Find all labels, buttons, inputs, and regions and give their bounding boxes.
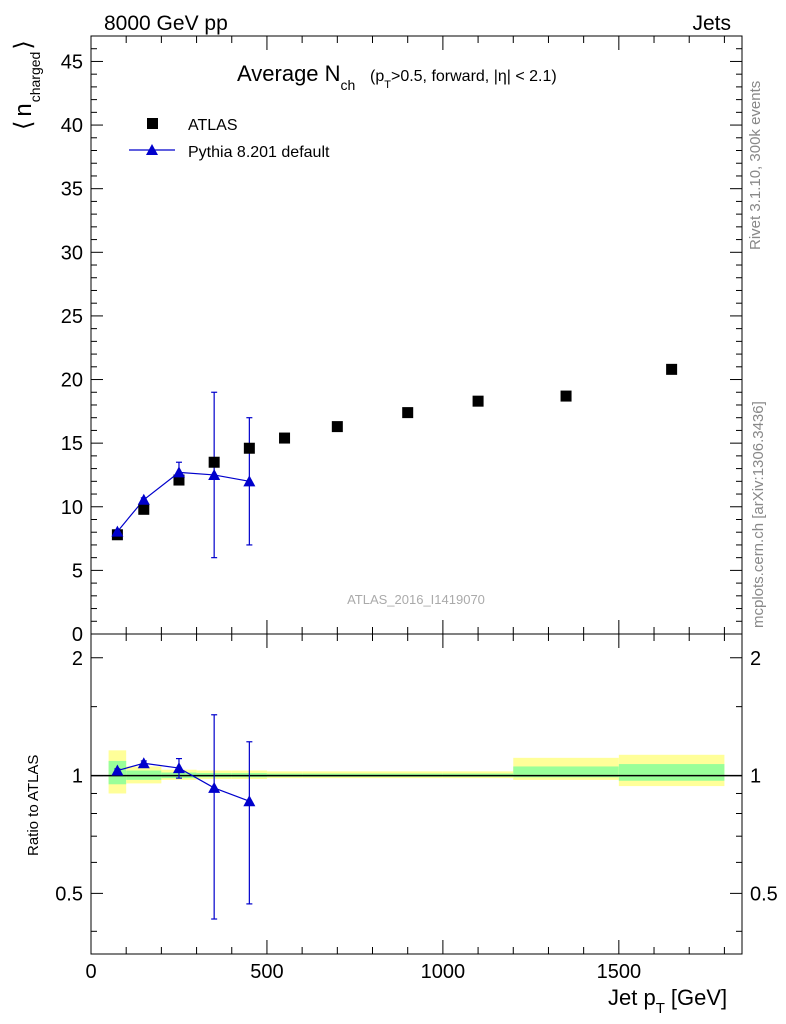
mcplots-label: mcplots.cern.ch [arXiv:1306.3436] xyxy=(750,401,767,628)
ratio-data-point xyxy=(111,764,124,776)
xlabel-unit: [GeV] xyxy=(671,985,727,1010)
legend-atlas-label: ATLAS xyxy=(188,117,238,134)
ylabel-bracket-left: ⟨ xyxy=(10,121,37,130)
atlas-data-point xyxy=(472,395,484,407)
ratio-ytick-label-right: 0.5 xyxy=(750,883,778,905)
atlas-data-point xyxy=(402,407,414,419)
top-ytick-label: 30 xyxy=(61,242,83,264)
ratio-series xyxy=(111,714,256,920)
xtick-label: 0 xyxy=(85,961,96,983)
atlas-data-point xyxy=(666,363,678,375)
rivet-label: Rivet 3.1.10, 300k events xyxy=(747,81,764,250)
pythia-data-point xyxy=(111,525,124,537)
top-ytick-label: 20 xyxy=(61,370,83,392)
ratio-ytick-label-left: 1 xyxy=(72,766,83,788)
header-left-label: 8000 GeV pp xyxy=(104,12,228,35)
top-panel-title: Average Nch (pT>0.5, forward, |η| < 2.1) xyxy=(237,61,557,93)
ylabel-bracket-right: ⟩ xyxy=(10,40,37,49)
atlas-data-point xyxy=(279,432,291,444)
xtick-label: 500 xyxy=(250,961,283,983)
header-right-label: Jets xyxy=(692,12,731,35)
ratio-ytick-label-right: 1 xyxy=(750,766,761,788)
svg-text:Jet pT[GeV]: Jet pT [GeV] xyxy=(608,985,727,1017)
atlas-data-point xyxy=(560,390,572,402)
atlas-data-point xyxy=(138,503,150,515)
ratio-band-green xyxy=(618,764,725,781)
legend-pythia-marker xyxy=(146,144,158,155)
legend-pythia-label: Pythia 8.201 default xyxy=(188,144,330,161)
ratio-ytick-label-left: 2 xyxy=(72,648,83,670)
ratio-data-point xyxy=(172,762,185,774)
top-ytick-label: 45 xyxy=(61,51,83,73)
bottom-axes: 0.5 0.5 1 1 2 2 0 500 1000 1500 xyxy=(55,634,778,983)
top-ytick-label: 35 xyxy=(61,179,83,201)
x-axis-label: Jet pT [GeV] xyxy=(608,985,727,1017)
title-tail-post: >0.5, forward, |η| < 2.1) xyxy=(391,68,557,85)
ratio-ylabel: Ratio to ATLAS xyxy=(25,755,42,856)
title-main: Average N xyxy=(237,61,341,86)
atlas-data-point xyxy=(331,421,343,433)
pythia-data-point xyxy=(208,468,221,480)
top-ytick-label: 5 xyxy=(72,560,83,582)
atlas-data-point xyxy=(208,456,220,468)
ratio-data-point xyxy=(208,781,221,793)
top-ytick-label: 40 xyxy=(61,115,83,137)
top-ytick-label: 0 xyxy=(72,624,83,646)
svg-text:(pT>0.5, forward, |η| < 2.1): (pT>0.5, forward, |η| < 2.1) xyxy=(370,68,557,91)
title-tail-pre: (p xyxy=(370,68,384,85)
top-y-axis-label: ⟨ ncharged ⟩ xyxy=(10,40,43,130)
xlabel-main: Jet p xyxy=(608,985,656,1010)
pythia-data-point xyxy=(137,493,150,505)
pythia-data-point xyxy=(172,466,185,478)
xtick-label: 1000 xyxy=(421,961,466,983)
xtick-label: 1500 xyxy=(597,961,642,983)
top-series xyxy=(111,363,678,559)
title-tail-sub: T xyxy=(384,79,391,91)
legend: ATLAS Pythia 8.201 default xyxy=(129,117,330,161)
top-ytick-label: 25 xyxy=(61,306,83,328)
title-sub: ch xyxy=(341,77,356,93)
ratio-data-point xyxy=(243,795,256,807)
xlabel-sub: T xyxy=(656,1000,665,1017)
ratio-data-point xyxy=(137,757,150,769)
ratio-ytick-label-left: 0.5 xyxy=(55,883,83,905)
analysis-watermark: ATLAS_2016_I1419070 xyxy=(347,592,485,607)
legend-atlas-marker xyxy=(147,118,158,129)
top-ytick-label: 15 xyxy=(61,433,83,455)
svg-text:⟨ncharged⟩: ⟨ ncharged ⟩ xyxy=(10,40,43,130)
pythia-data-point xyxy=(243,475,256,487)
ylabel-main: n xyxy=(10,103,37,116)
ratio-uncertainty-bands xyxy=(108,750,725,794)
atlas-data-point xyxy=(243,442,255,454)
top-axes: 0 5 10 15 20 25 30 35 40 45 xyxy=(61,36,742,646)
ratio-ytick-label-right: 2 xyxy=(750,648,761,670)
top-ytick-label: 10 xyxy=(61,497,83,519)
ratio-band-green xyxy=(513,766,619,778)
svg-text:Average Nch: Average Nch xyxy=(237,61,355,93)
bottom-panel-frame xyxy=(90,633,743,955)
ylabel-sub: charged xyxy=(27,52,43,103)
atlas-data-point xyxy=(173,474,185,486)
